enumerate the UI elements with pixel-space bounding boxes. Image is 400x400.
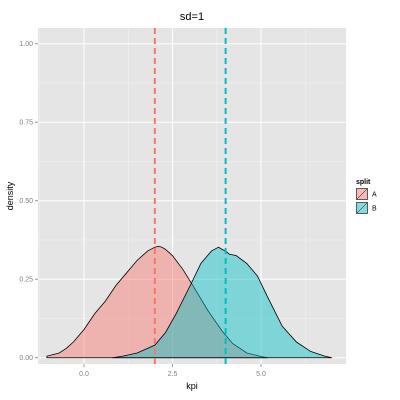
legend-slash-a [356,188,368,200]
density-area-a [46,245,269,359]
legend-label-b: B [372,206,377,213]
legend-label-a: A [372,192,377,199]
y-tick-label: 0.25 [19,277,33,284]
plot-panel [38,28,346,364]
y-axis-title: density [5,181,15,210]
legend-slash-b [356,202,368,214]
x-tick-label: 2.5 [168,371,178,378]
x-axis-title: kpi [186,381,198,391]
y-tick-label: 0.75 [19,120,33,127]
y-tick-label: 0.50 [19,198,33,205]
x-tick-label: 0.0 [79,371,89,378]
y-tick-label: 1.00 [19,41,33,48]
chart-title: sd=1 [180,11,204,23]
legend-title: split [356,179,371,186]
x-tick-label: 5.0 [256,371,266,378]
y-tick-label: 0.00 [19,355,33,362]
